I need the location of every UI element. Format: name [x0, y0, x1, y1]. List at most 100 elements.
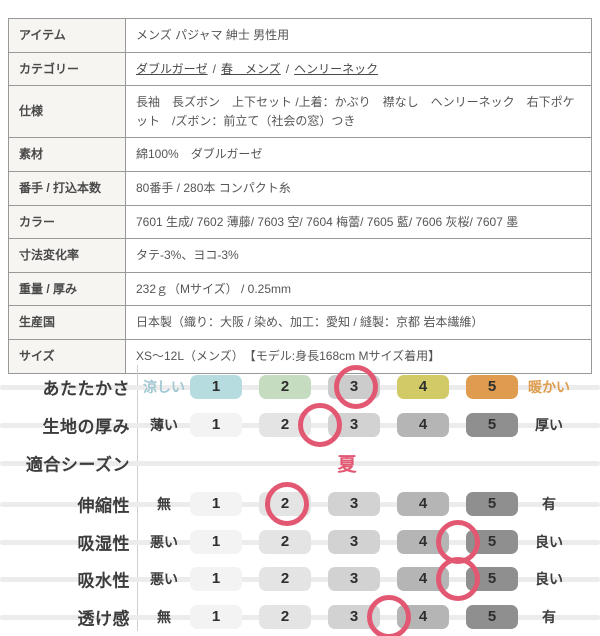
rating-cell-5: 5 [466, 605, 518, 629]
row-line [0, 461, 600, 466]
spec-row-weight: 重量 / 厚み 232ｇ（Mサイズ） / 0.25mm [8, 271, 592, 307]
spec-row-shrinkage: 寸法変化率 タテ-3%、ヨコ-3% [8, 238, 592, 273]
scale-min-label: 無 [157, 609, 171, 625]
rating-row-moisture: 吸湿性 悪い 1 2 3 4 5 良い [0, 520, 600, 564]
spec-value: XS～12L（メンズ） 【モデル:身長168cm Mサイズ着用】 [136, 348, 441, 363]
rating-row-label: 透け感 [77, 609, 130, 629]
spec-label-cell: 仕様 [8, 85, 126, 139]
spec-label: アイテム [19, 28, 66, 42]
spec-label-cell: 番手 / 打込本数 [8, 170, 126, 206]
spec-label-cell: カテゴリー [8, 51, 126, 87]
rating-cell-1: 1 [190, 492, 242, 516]
rating-row-water: 吸水性 悪い 1 2 3 4 5 良い [0, 557, 600, 601]
category-link-henley-neck[interactable]: ヘンリーネック [294, 61, 379, 76]
spec-value: 7601 生成/ 7602 薄藤/ 7603 空/ 7604 梅蕾/ 7605 … [136, 214, 519, 229]
spec-row-color: カラー 7601 生成/ 7602 薄藤/ 7603 空/ 7604 梅蕾/ 7… [8, 204, 592, 240]
rating-cell-5: 5 [466, 413, 518, 437]
spec-label-cell: 生産国 [8, 305, 126, 340]
spec-value-cell: 日本製（織り：大阪 / 染め、加工：愛知 / 縫製：京都 岩本繊維） [125, 305, 592, 340]
scale-min-label: 薄い [150, 417, 178, 433]
rating-circle [367, 595, 411, 636]
spec-value-cell: タテ-3%、ヨコ-3% [125, 238, 592, 273]
spec-value-cell: XS～12L（メンズ） 【モデル:身長168cm Mサイズ着用】 [125, 338, 592, 374]
rating-row-label: 生地の厚み [42, 417, 130, 437]
spec-label: 素材 [19, 147, 44, 162]
spec-value-cell: メンズ パジャマ 紳士 男性用 [125, 18, 592, 53]
spec-value-cell: 7601 生成/ 7602 薄藤/ 7603 空/ 7604 梅蕾/ 7605 … [125, 204, 592, 240]
scale-max-label: 有 [542, 496, 556, 512]
spec-label-cell: 素材 [8, 137, 126, 172]
rating-row-stretch: 伸縮性 無 1 2 3 4 5 有 [0, 482, 600, 526]
scale-min-label: 無 [157, 496, 171, 512]
rating-circle [334, 365, 378, 409]
spec-value: 80番手 / 280本 コンパクト糸 [136, 180, 291, 195]
spec-label-cell: 重量 / 厚み [8, 271, 126, 307]
rating-cell-1: 1 [190, 605, 242, 629]
spec-value-cell: 綿100% ダブルガーゼ [125, 137, 592, 172]
spec-label: 仕様 [19, 104, 44, 119]
rating-row-warmth: あたたかさ 涼しい 1 2 3 4 5 暖かい [0, 365, 600, 409]
spec-label: サイズ [19, 348, 55, 363]
scale-max-label: 厚い [535, 417, 563, 433]
rating-cell-3: 3 [328, 530, 380, 554]
link-separator: / [212, 61, 216, 76]
spec-value-cell: 長袖 長ズボン 上下セット /上着：かぶり 襟なし ヘンリーネック 右下ポケット… [125, 85, 592, 139]
scale-max-label: 有 [542, 609, 556, 625]
spec-label: カラー [19, 214, 56, 229]
spec-row-yarn-count: 番手 / 打込本数 80番手 / 280本 コンパクト糸 [8, 170, 592, 206]
spec-row-item: アイテム メンズ パジャマ 紳士 男性用 [8, 18, 592, 53]
rating-row-thickness: 生地の厚み 薄い 1 2 3 4 5 厚い [0, 403, 600, 447]
scale-min-label: 悪い [150, 534, 178, 550]
rating-cell-1: 1 [190, 375, 242, 399]
spec-value: 日本製（織り：大阪 / 染め、加工：愛知 / 縫製：京都 岩本繊維） [136, 315, 484, 330]
spec-label-cell: 寸法変化率 [8, 238, 126, 273]
rating-cell-4: 4 [397, 375, 449, 399]
category-link-double-gauze[interactable]: ダブルガーゼ [136, 61, 208, 76]
spec-value: メンズ パジャマ 紳士 男性用 [136, 28, 290, 42]
rating-circle [298, 403, 342, 447]
spec-table: アイテム メンズ パジャマ 紳士 男性用 カテゴリー ダブルガーゼ / 春 メンズ /… [8, 18, 592, 374]
rating-cell-4: 4 [397, 492, 449, 516]
rating-cell-2: 2 [259, 375, 311, 399]
rating-row-label: 吸水性 [77, 571, 130, 591]
rating-circle [436, 557, 480, 601]
spec-label-cell: カラー [8, 204, 126, 240]
scale-min-label: 悪い [150, 571, 178, 587]
rating-cell-3: 3 [328, 567, 380, 591]
rating-cell-2: 2 [259, 605, 311, 629]
spec-label: 番手 / 打込本数 [19, 180, 102, 195]
chart-divider-line [137, 365, 138, 631]
link-separator: / [285, 61, 290, 76]
rating-cell-1: 1 [190, 567, 242, 591]
spec-row-category: カテゴリー ダブルガーゼ / 春 メンズ / ヘンリーネック [8, 51, 592, 87]
spec-row-country: 生産国 日本製（織り：大阪 / 染め、加工：愛知 / 縫製：京都 岩本繊維） [8, 305, 592, 340]
rating-cell-1: 1 [190, 530, 242, 554]
rating-cell-2: 2 [259, 530, 311, 554]
rating-cell-1: 1 [190, 413, 242, 437]
spec-row-specs: 仕様 長袖 長ズボン 上下セット /上着：かぶり 襟なし ヘンリーネック 右下ポ… [8, 85, 592, 139]
spec-row-material: 素材 綿100% ダブルガーゼ [8, 137, 592, 172]
spec-label: 重量 / 厚み [19, 281, 78, 296]
rating-cell-2: 2 [259, 567, 311, 591]
scale-min-label: 涼しい [143, 379, 185, 395]
spec-row-size: サイズ XS～12L（メンズ） 【モデル:身長168cm Mサイズ着用】 [8, 338, 592, 374]
spec-label: カテゴリー [19, 61, 80, 76]
scale-max-label: 良い [535, 571, 563, 587]
rating-cell-5: 5 [466, 375, 518, 399]
spec-label: 生産国 [19, 315, 56, 330]
rating-row-season: 適合シーズン 夏 [0, 444, 600, 482]
spec-value: 232ｇ（Mサイズ） / 0.25mm [136, 281, 292, 296]
rating-row-transparency: 透け感 無 1 2 3 4 5 有 [0, 595, 600, 636]
category-link-spring-mens[interactable]: 春 メンズ [220, 61, 281, 76]
spec-value-cell: 80番手 / 280本 コンパクト糸 [125, 170, 592, 206]
spec-value: タテ-3%、ヨコ-3% [136, 248, 239, 263]
rating-chart: あたたかさ 涼しい 1 2 3 4 5 暖かい 生地の厚み 薄い 1 2 3 4… [0, 363, 600, 636]
rating-row-label: 伸縮性 [77, 496, 130, 516]
rating-cell-3: 3 [328, 492, 380, 516]
scale-max-label: 良い [535, 534, 563, 550]
spec-label-cell: サイズ [8, 338, 126, 374]
spec-label: 寸法変化率 [19, 248, 80, 263]
rating-circle [265, 482, 309, 526]
rating-row-label: 吸湿性 [77, 534, 130, 554]
